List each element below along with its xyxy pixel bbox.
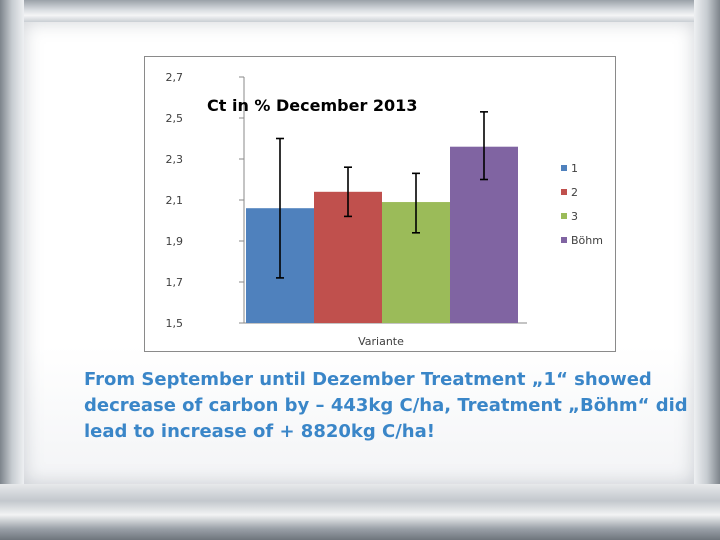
caption-text: From September until Dezember Treatment … [84, 369, 688, 442]
y-tick-label: 2,5 [166, 112, 184, 125]
y-tick-label: 2,7 [166, 71, 184, 84]
legend-swatch [561, 237, 567, 243]
legend-label: Böhm [571, 234, 603, 247]
y-tick-label: 1,5 [166, 317, 184, 330]
y-tick-label: 2,3 [166, 153, 184, 166]
frame-bottom [0, 484, 720, 540]
frame-top [0, 0, 720, 22]
y-tick-label: 1,9 [166, 235, 184, 248]
legend-label: 2 [571, 186, 578, 199]
frame-left [0, 0, 24, 540]
legend-label: 3 [571, 210, 578, 223]
legend-swatch [561, 189, 567, 195]
y-tick-label: 1,7 [166, 276, 184, 289]
chart-svg: 2,7 2,5 2,3 2,1 1,9 1,7 1,5 Ct in % December 20… [166, 71, 603, 348]
slide: 2,7 2,5 2,3 2,1 1,9 1,7 1,5 Ct in % December 20… [24, 22, 694, 484]
legend-swatch [561, 165, 567, 171]
chart-title: Ct in % December 2013 [207, 96, 417, 115]
legend-swatch [561, 213, 567, 219]
legend-label: 1 [571, 162, 578, 175]
y-tick-label: 2,1 [166, 194, 184, 207]
x-axis-label: Variante [358, 335, 404, 348]
frame-right [694, 0, 720, 540]
chart: 2,7 2,5 2,3 2,1 1,9 1,7 1,5 Ct in % December 20… [144, 56, 616, 352]
